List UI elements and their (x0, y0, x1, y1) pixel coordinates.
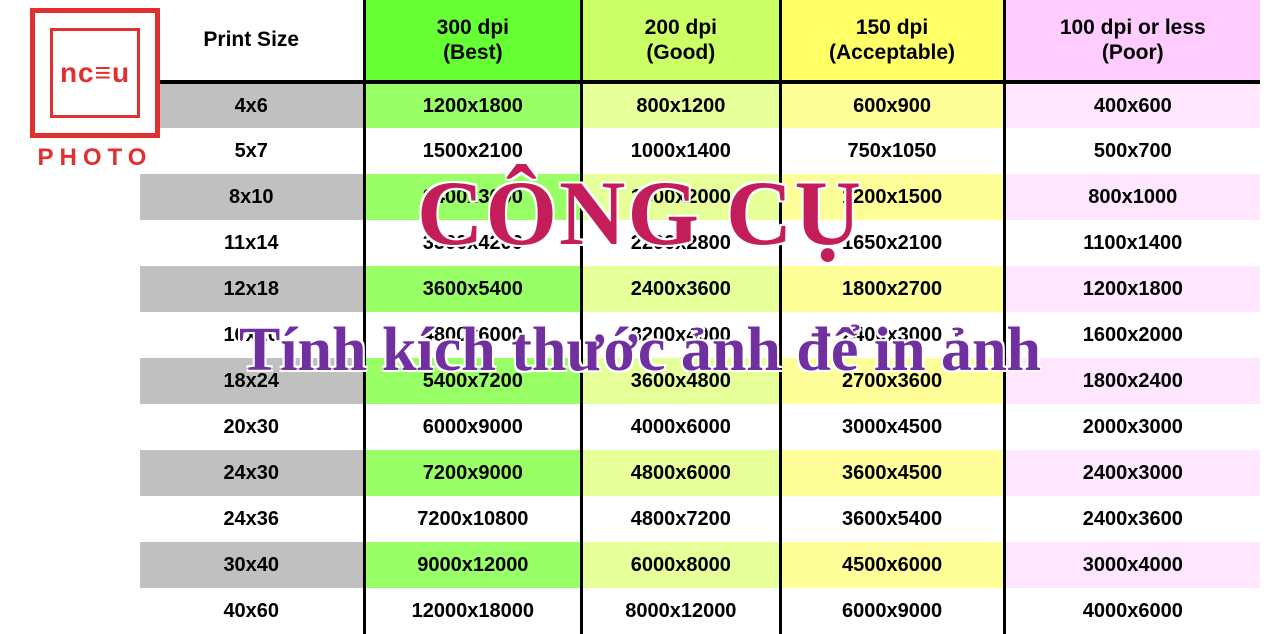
table-row: 18x245400x72003600x48002700x36001800x240… (140, 358, 1260, 404)
resolution-cell: 2400x3600 (1004, 496, 1260, 542)
print-size-cell: 20x30 (140, 404, 364, 450)
resolution-cell: 4800x6000 (582, 450, 780, 496)
header-line2: (Acceptable) (829, 41, 955, 64)
resolution-cell: 1600x2000 (582, 174, 780, 220)
table-body: 4x61200x1800800x1200600x900400x6005x7150… (140, 82, 1260, 634)
table-row: 4x61200x1800800x1200600x900400x600 (140, 82, 1260, 128)
resolution-cell: 500x700 (1004, 128, 1260, 174)
logo: nc≡u PHOTO (30, 8, 160, 172)
header-line1: 300 dpi (437, 16, 509, 39)
table-row: 12x183600x54002400x36001800x27001200x180… (140, 266, 1260, 312)
print-size-cell: 40x60 (140, 588, 364, 634)
print-size-cell: 24x30 (140, 450, 364, 496)
header-line1: Print Size (203, 28, 299, 51)
table-row: 40x6012000x180008000x120006000x90004000x… (140, 588, 1260, 634)
print-size-cell: 18x24 (140, 358, 364, 404)
resolution-cell: 3000x4000 (1004, 542, 1260, 588)
column-header: 100 dpi or less(Poor) (1004, 0, 1260, 82)
resolution-cell: 8000x12000 (582, 588, 780, 634)
resolution-cell: 2000x3000 (1004, 404, 1260, 450)
resolution-cell: 1200x1800 (1004, 266, 1260, 312)
logo-subtext: PHOTO (30, 144, 160, 172)
resolution-cell: 3600x5400 (364, 266, 582, 312)
print-size-cell: 8x10 (140, 174, 364, 220)
resolution-cell: 1000x1400 (582, 128, 780, 174)
print-size-cell: 5x7 (140, 128, 364, 174)
resolution-cell: 600x900 (780, 82, 1004, 128)
table-row: 20x306000x90004000x60003000x45002000x300… (140, 404, 1260, 450)
column-header: Print Size (140, 0, 364, 82)
resolution-cell: 12000x18000 (364, 588, 582, 634)
resolution-cell: 1100x1400 (1004, 220, 1260, 266)
header-line1: 200 dpi (645, 16, 717, 39)
dpi-table-container: Print Size300 dpi(Best)200 dpi(Good)150 … (140, 0, 1260, 634)
table-row: 24x367200x108004800x72003600x54002400x36… (140, 496, 1260, 542)
resolution-cell: 1800x2700 (780, 266, 1004, 312)
print-size-cell: 24x36 (140, 496, 364, 542)
print-size-cell: 12x18 (140, 266, 364, 312)
resolution-cell: 4800x7200 (582, 496, 780, 542)
dpi-table: Print Size300 dpi(Best)200 dpi(Good)150 … (140, 0, 1260, 634)
header-line2: (Best) (443, 41, 503, 64)
table-row: 16x204800x60003200x40002400x30001600x200… (140, 312, 1260, 358)
resolution-cell: 4000x6000 (1004, 588, 1260, 634)
table-header-row: Print Size300 dpi(Best)200 dpi(Good)150 … (140, 0, 1260, 82)
resolution-cell: 3000x4500 (780, 404, 1004, 450)
table-row: 24x307200x90004800x60003600x45002400x300… (140, 450, 1260, 496)
print-size-cell: 30x40 (140, 542, 364, 588)
print-size-cell: 4x6 (140, 82, 364, 128)
resolution-cell: 3600x4500 (780, 450, 1004, 496)
resolution-cell: 1500x2100 (364, 128, 582, 174)
logo-box: nc≡u (30, 8, 160, 138)
resolution-cell: 800x1000 (1004, 174, 1260, 220)
resolution-cell: 1200x1500 (780, 174, 1004, 220)
resolution-cell: 6000x9000 (780, 588, 1004, 634)
table-row: 5x71500x21001000x1400750x1050500x700 (140, 128, 1260, 174)
resolution-cell: 4500x6000 (780, 542, 1004, 588)
resolution-cell: 6000x8000 (582, 542, 780, 588)
resolution-cell: 7200x10800 (364, 496, 582, 542)
resolution-cell: 4000x6000 (582, 404, 780, 450)
resolution-cell: 400x600 (1004, 82, 1260, 128)
logo-inner-frame: nc≡u (50, 28, 140, 118)
resolution-cell: 1800x2400 (1004, 358, 1260, 404)
table-row: 11x143300x42002200x28001650x21001100x140… (140, 220, 1260, 266)
resolution-cell: 2400x3000 (364, 174, 582, 220)
print-size-cell: 16x20 (140, 312, 364, 358)
column-header: 200 dpi(Good) (582, 0, 780, 82)
table-row: 8x102400x30001600x20001200x1500800x1000 (140, 174, 1260, 220)
header-line1: 150 dpi (856, 16, 928, 39)
table-row: 30x409000x120006000x80004500x60003000x40… (140, 542, 1260, 588)
resolution-cell: 2400x3000 (1004, 450, 1260, 496)
resolution-cell: 6000x9000 (364, 404, 582, 450)
resolution-cell: 750x1050 (780, 128, 1004, 174)
logo-text: nc≡u (60, 57, 130, 89)
resolution-cell: 3600x4800 (582, 358, 780, 404)
header-line1: 100 dpi or less (1060, 16, 1206, 39)
header-line2: (Good) (646, 41, 715, 64)
print-size-cell: 11x14 (140, 220, 364, 266)
resolution-cell: 2700x3600 (780, 358, 1004, 404)
resolution-cell: 3300x4200 (364, 220, 582, 266)
column-header: 300 dpi(Best) (364, 0, 582, 82)
resolution-cell: 3600x5400 (780, 496, 1004, 542)
resolution-cell: 7200x9000 (364, 450, 582, 496)
resolution-cell: 1200x1800 (364, 82, 582, 128)
header-line2: (Poor) (1102, 41, 1164, 64)
column-header: 150 dpi(Acceptable) (780, 0, 1004, 82)
resolution-cell: 9000x12000 (364, 542, 582, 588)
resolution-cell: 3200x4000 (582, 312, 780, 358)
resolution-cell: 5400x7200 (364, 358, 582, 404)
resolution-cell: 2200x2800 (582, 220, 780, 266)
resolution-cell: 800x1200 (582, 82, 780, 128)
resolution-cell: 2400x3000 (780, 312, 1004, 358)
resolution-cell: 2400x3600 (582, 266, 780, 312)
resolution-cell: 4800x6000 (364, 312, 582, 358)
resolution-cell: 1600x2000 (1004, 312, 1260, 358)
resolution-cell: 1650x2100 (780, 220, 1004, 266)
